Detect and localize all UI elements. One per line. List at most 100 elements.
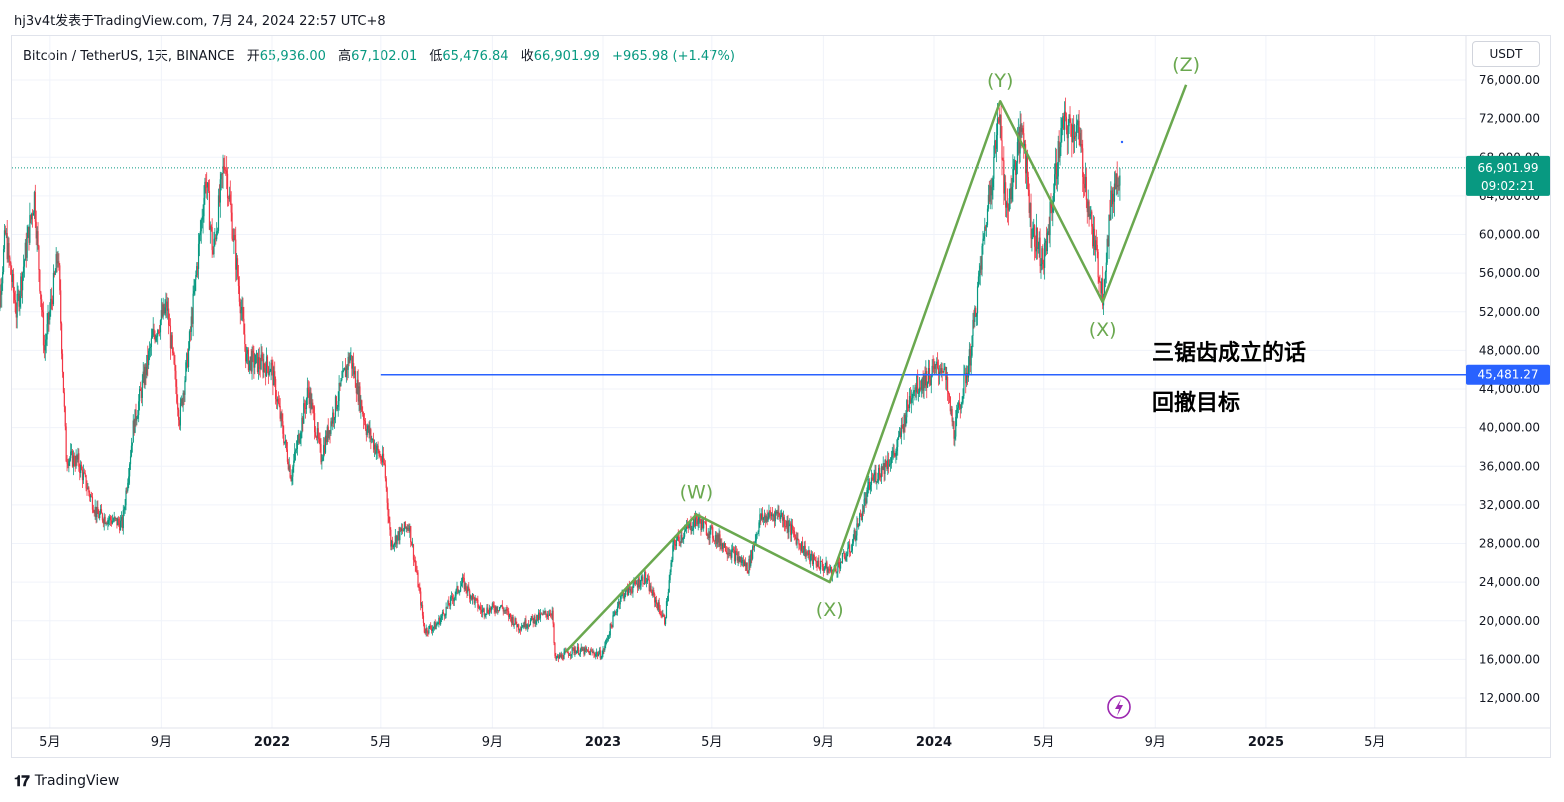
candle-body <box>758 522 760 532</box>
candle-body <box>139 389 141 402</box>
symbol-name[interactable]: Bitcoin / TetherUS, 1天, BINANCE <box>23 49 235 64</box>
x-tick-label: 9月 <box>1145 735 1166 750</box>
candle-body <box>516 623 518 628</box>
candle-body <box>847 547 849 555</box>
candle-body <box>269 371 271 373</box>
candle-body <box>1062 116 1064 121</box>
candle-body <box>111 520 113 524</box>
candle-body <box>650 585 652 593</box>
candle-body <box>233 234 235 241</box>
candle-body <box>623 592 625 599</box>
candle-body <box>1112 193 1115 202</box>
candle-body <box>71 450 74 467</box>
candle-body <box>159 320 162 333</box>
candle-body <box>776 511 778 514</box>
candle-body <box>62 372 65 393</box>
candle-body <box>625 589 627 596</box>
wave-path-line[interactable] <box>564 84 1188 653</box>
candle-body <box>131 442 133 446</box>
candle-body <box>768 511 770 518</box>
candle-body <box>736 552 738 561</box>
candle-body <box>761 513 763 520</box>
candle-body <box>110 520 113 524</box>
candle-body <box>855 535 857 541</box>
candle-body <box>859 513 862 515</box>
candle-body <box>525 619 527 628</box>
currency-button[interactable]: USDT <box>1472 41 1540 67</box>
candle-body <box>977 276 980 287</box>
candle-body <box>585 647 587 650</box>
candle-body <box>655 600 658 604</box>
candle-body <box>1029 203 1031 213</box>
candle-body <box>33 192 36 213</box>
candle-body <box>178 420 181 426</box>
candle-body <box>904 414 906 426</box>
candle-body <box>265 368 267 377</box>
candle-body <box>685 524 688 530</box>
candle-body <box>347 356 349 370</box>
candle-body <box>294 450 297 452</box>
candle-body <box>752 546 755 548</box>
candle-body <box>896 446 898 452</box>
candle-body <box>478 607 480 609</box>
candle-body <box>120 517 123 521</box>
candle-body <box>107 519 109 525</box>
candle-body <box>365 428 367 436</box>
candle-body <box>629 589 631 590</box>
candle-body <box>804 545 806 557</box>
candle-body <box>1102 278 1104 306</box>
candle-body <box>79 466 81 474</box>
candle-body <box>545 611 547 614</box>
candle-body <box>307 387 309 390</box>
candle-body <box>258 357 260 367</box>
candle-body <box>255 354 257 364</box>
candle-body <box>406 527 408 530</box>
candle-body <box>427 632 429 634</box>
candle-body <box>909 395 912 403</box>
candle-body <box>411 542 413 546</box>
candle-body <box>115 518 117 519</box>
candle-body <box>32 212 35 216</box>
candle-body <box>330 421 332 434</box>
candle-body <box>514 618 516 624</box>
candle-body <box>54 272 56 275</box>
y-tick-label: 44,000.00 <box>1479 382 1540 396</box>
candle-body <box>589 650 591 655</box>
candle-body <box>70 450 73 452</box>
candle-body <box>83 472 85 474</box>
candle-body <box>401 529 403 531</box>
candle-body <box>785 526 787 528</box>
candle-body <box>1055 163 1058 180</box>
candle-body <box>1070 122 1072 137</box>
candle-body <box>381 460 383 463</box>
candle-body <box>421 604 424 616</box>
candle-body <box>505 609 507 611</box>
candle-body <box>717 534 719 543</box>
candle-body <box>327 426 329 438</box>
candle-body <box>540 613 542 615</box>
candle-body <box>1119 175 1121 186</box>
candle-body <box>337 401 339 407</box>
candle-body <box>313 407 315 414</box>
candle-body <box>142 371 144 381</box>
candle-body <box>372 439 375 450</box>
candle-body <box>117 519 119 526</box>
candle-body <box>873 475 875 481</box>
candle-body <box>169 325 172 349</box>
candle-body <box>762 517 765 520</box>
candle-body <box>871 477 873 479</box>
candle-body <box>803 545 805 552</box>
candle-body <box>402 530 405 532</box>
candle-body <box>260 354 262 370</box>
candle-body <box>808 550 810 555</box>
candle-body <box>742 559 745 566</box>
candle-body <box>220 173 222 180</box>
candle-body <box>125 490 127 506</box>
candle-body <box>732 548 735 551</box>
candle-body <box>660 614 662 616</box>
candle-body <box>769 511 771 514</box>
candle-body <box>677 534 679 537</box>
candle-body <box>507 610 509 612</box>
candle-body <box>631 591 633 593</box>
